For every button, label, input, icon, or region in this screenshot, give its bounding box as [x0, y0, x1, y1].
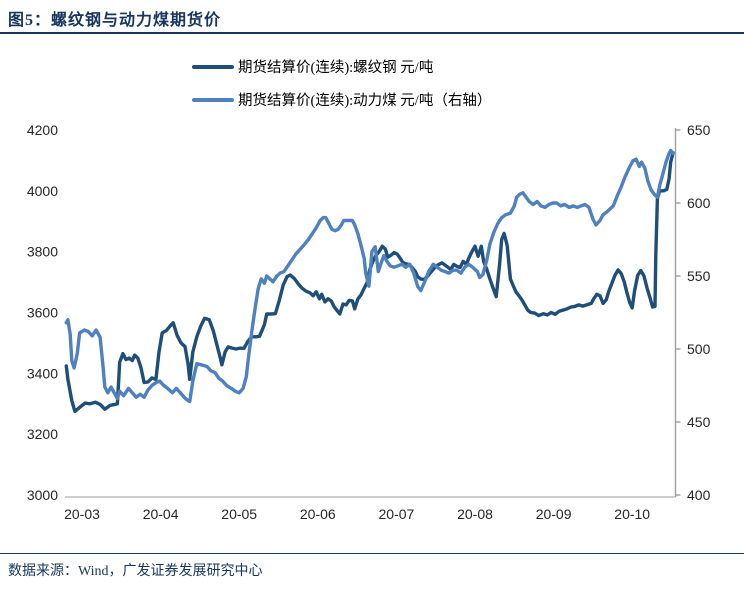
y-right-tick-label: 450: [687, 414, 711, 430]
x-tick-label: 20-06: [300, 506, 336, 522]
legend-swatch-coal-icon: [192, 97, 234, 102]
legend-item-rebar: 期货结算价(连续):螺纹钢 元/吨: [192, 50, 491, 83]
y-left-tick-label: 3600: [27, 305, 58, 321]
x-tick-label: 20-09: [536, 506, 572, 522]
y-left-tick-label: 3400: [27, 365, 58, 381]
legend-label-coal: 期货结算价(连续):动力煤 元/吨（右轴）: [238, 93, 492, 109]
x-tick-label: 20-10: [614, 506, 650, 522]
y-right-tick-label: 600: [687, 195, 711, 211]
x-tick-label: 20-05: [221, 506, 257, 522]
y-left-tick-label: 3200: [27, 426, 58, 442]
y-left-tick-label: 4200: [27, 122, 58, 138]
x-tick-label: 20-07: [378, 506, 414, 522]
x-tick-label: 20-03: [64, 506, 100, 522]
series-line-coal: [64, 148, 675, 404]
figure-title: 图5：螺纹钢与动力煤期货价: [8, 12, 222, 29]
y-right-tick-label: 500: [687, 341, 711, 357]
y-right-tick-label: 550: [687, 268, 711, 284]
y-left-tick-label: 4000: [27, 183, 58, 199]
chart-legend: 期货结算价(连续):螺纹钢 元/吨 期货结算价(连续):动力煤 元/吨（右轴）: [192, 50, 491, 116]
footer-divider: [0, 553, 744, 554]
title-divider: [0, 32, 744, 34]
y-right-tick-label: 400: [687, 487, 711, 503]
legend-label-rebar: 期货结算价(连续):螺纹钢 元/吨: [238, 60, 434, 76]
y-left-tick-label: 3800: [27, 244, 58, 260]
x-tick-label: 20-08: [457, 506, 493, 522]
x-tick-label: 20-04: [143, 506, 179, 522]
legend-swatch-rebar-icon: [192, 64, 234, 69]
series-line-rebar: [64, 151, 675, 414]
y-left-tick-label: 3000: [27, 487, 58, 503]
data-source-note: 数据来源：Wind，广发证券发展研究中心: [8, 564, 263, 579]
y-right-tick-label: 650: [687, 122, 711, 138]
legend-item-coal: 期货结算价(连续):动力煤 元/吨（右轴）: [192, 83, 491, 116]
